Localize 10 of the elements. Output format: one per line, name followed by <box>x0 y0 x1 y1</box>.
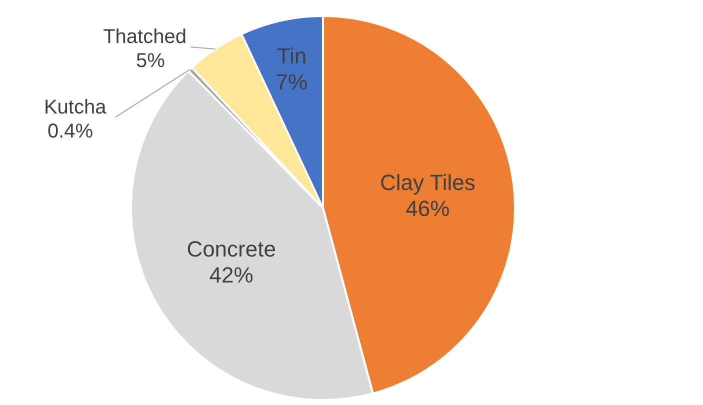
data-label: 5% <box>136 50 166 72</box>
slice-label: Tin <box>276 43 307 68</box>
data-label: 42% <box>209 262 254 288</box>
data-label: 46% <box>406 196 450 222</box>
slice-label: Thatched <box>103 26 186 48</box>
slice-label: Clay Tiles <box>380 170 476 196</box>
slice-label: Concrete <box>186 236 276 262</box>
data-label: 7% <box>276 69 308 94</box>
data-label: 0.4% <box>47 120 94 142</box>
slice-label: Kutcha <box>44 96 108 118</box>
